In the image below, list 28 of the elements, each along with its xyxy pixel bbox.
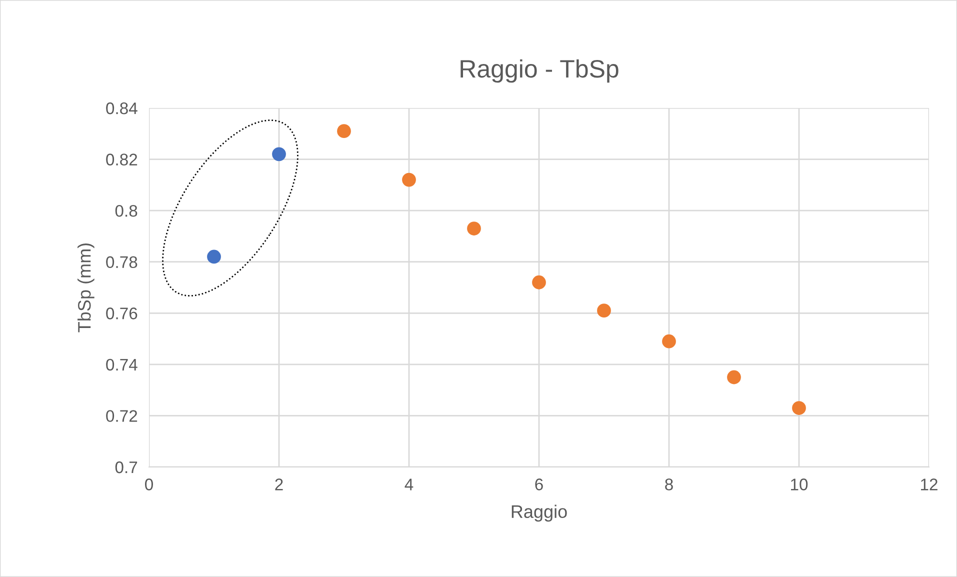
y-axis-title: TbSp (mm): [78, 243, 94, 332]
point: [597, 304, 611, 318]
x-tick-label: 10: [791, 478, 808, 490]
x-tick-label: 8: [665, 478, 673, 490]
x-tick-label: 2: [275, 478, 283, 490]
point: [402, 172, 416, 187]
y-tick-label: 0.74: [106, 358, 138, 371]
y-tick-label: 0.84: [106, 102, 138, 114]
y-tick-label: 0.8: [115, 204, 138, 217]
x-axis-title: Raggio: [512, 504, 567, 522]
y-tick-label: 0.78: [106, 256, 138, 268]
y-tick-label: 0.72: [106, 410, 138, 422]
point: [272, 147, 286, 162]
point: [337, 124, 351, 138]
point: [792, 401, 806, 415]
y-tick-label: 0.82: [106, 154, 138, 166]
x-tick-label: 0: [145, 478, 153, 490]
point: [207, 250, 221, 264]
point: [727, 370, 741, 384]
x-tick-label: 6: [535, 478, 543, 490]
point: [532, 275, 546, 290]
y-tick-label: 0.76: [106, 308, 138, 320]
x-tick-label: 4: [404, 478, 414, 490]
x-tick-label: 12: [921, 478, 938, 490]
point: [662, 334, 676, 348]
point: [467, 222, 481, 236]
chart-title: Raggio - TbSp: [460, 59, 618, 83]
y-tick-label: 0.7: [115, 461, 138, 474]
